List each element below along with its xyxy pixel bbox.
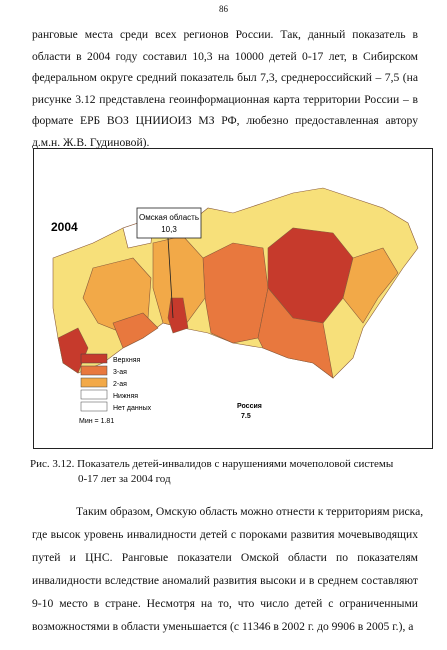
legend-swatch: [80, 389, 108, 400]
text-line: 9-10 место в стране. Несмотря на то, что…: [32, 597, 418, 610]
legend-label: Нет данных: [113, 405, 152, 412]
text-line: Таким образом, Омскую область можно отне…: [76, 505, 424, 518]
russia-label: Россия: [237, 403, 262, 410]
map-figure: 2004 Омская область 10,3 Верхняя 3-ая 2-ая…: [33, 148, 433, 449]
legend-swatch: [80, 401, 108, 412]
text-line: области в 2004 году составил 10,3 на 100…: [32, 49, 418, 63]
map-year: 2004: [51, 220, 78, 234]
callout-line: [167, 237, 174, 319]
text-line: возможностями в области уменьшается (с 1…: [32, 620, 414, 633]
map: [52, 187, 419, 379]
callout-value: 10,3: [161, 225, 177, 234]
page-number: 86: [219, 4, 228, 14]
russia-value: 7.5: [241, 413, 251, 420]
legend: Верхняя 3-ая 2-ая Нижняя Нет данных: [80, 353, 152, 412]
legend-label: 2-ая: [113, 381, 127, 388]
callout-label: Омская область: [139, 213, 199, 222]
legend-swatch: [80, 353, 108, 364]
text-line: формате ЕРБ ВОЗ ЦНИИОИЗ МЗ РФ, любезно п…: [32, 114, 418, 127]
text-line: 0-17 лет за 2004 год: [78, 473, 171, 485]
callout-box: [136, 207, 202, 239]
legend-min: Мин = 1.81: [79, 418, 114, 425]
legend-label: Нижняя: [113, 393, 138, 400]
text-line: инвалидности вследствие аномалий развити…: [32, 574, 418, 587]
legend-swatch: [80, 377, 108, 388]
text-line: д.м.н. Ж.В. Гудиновой).: [32, 135, 150, 149]
text-line: где высок уровень инвалидности детей с п…: [32, 528, 418, 541]
text-line: Рис. 3.12. Показатель детей-инвалидов с …: [30, 458, 394, 470]
text-line: федеральном округе средний показатель бы…: [32, 71, 418, 84]
legend-swatch: [80, 365, 108, 376]
text-line: рисунке 3.12 представлена геоинформацион…: [32, 92, 418, 106]
text-line: ранговые места среди всех регионов Росси…: [32, 28, 418, 41]
legend-label: Верхняя: [113, 357, 141, 364]
legend-label: 3-ая: [113, 369, 127, 376]
text-line: путей и ЦНС. Ранговые показатели Омской …: [32, 551, 418, 564]
